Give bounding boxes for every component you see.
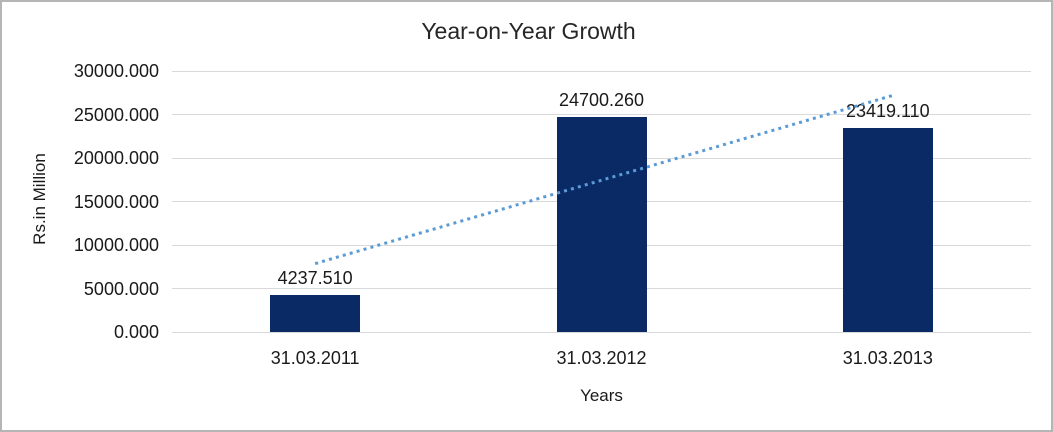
chart-title: Year-on-Year Growth <box>421 18 636 44</box>
y-tick-label: 20000.000 <box>73 148 159 168</box>
y-tick-label: 25000.000 <box>73 104 159 125</box>
y-tick-label: 10000.000 <box>73 235 159 255</box>
y-tick-label: 30000.000 <box>73 61 159 81</box>
x-category-label: 31.03.2013 <box>842 348 933 368</box>
bar-value-label: 4237.510 <box>277 268 353 289</box>
bar <box>556 117 647 332</box>
y-tick-label: 15000.000 <box>73 191 159 212</box>
bar-value-label: 23419.110 <box>845 101 930 122</box>
x-category-label: 31.03.2011 <box>270 348 360 368</box>
y-tick-label: 5000.000 <box>83 278 159 299</box>
x-axis-title: Years <box>580 386 623 405</box>
y-gridline <box>172 331 1031 333</box>
bar <box>842 128 933 332</box>
y-tick-label: 0.000 <box>113 322 159 342</box>
bar <box>270 295 361 332</box>
x-category-label: 31.03.2012 <box>556 348 647 368</box>
bar-value-label: 24700.260 <box>558 90 645 111</box>
y-gridline <box>172 70 1031 72</box>
